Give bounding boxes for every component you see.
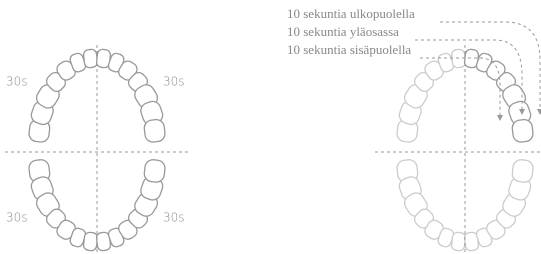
- tooth: [511, 119, 533, 143]
- time-label: 30s: [6, 75, 28, 89]
- teeth-layer: [28, 49, 534, 251]
- tooth: [83, 49, 98, 68]
- tooth: [451, 49, 466, 68]
- tooth: [143, 159, 165, 183]
- time-label: 30s: [6, 211, 28, 225]
- instruction: 10 sekuntia ulkopuolella: [287, 6, 415, 21]
- instruction: 10 sekuntia sisäpuolella: [287, 42, 411, 57]
- tooth: [451, 232, 466, 251]
- teeth-diagram: 30s 30s 30s 30s 10 sekuntia ulkopuolella…: [0, 0, 541, 254]
- tooth: [511, 159, 533, 183]
- tooth: [143, 119, 165, 143]
- time-label: 30s: [163, 211, 185, 225]
- time-label: 30s: [163, 75, 185, 89]
- instruction: 10 sekuntia yläosassa: [287, 24, 399, 39]
- tooth: [83, 232, 98, 251]
